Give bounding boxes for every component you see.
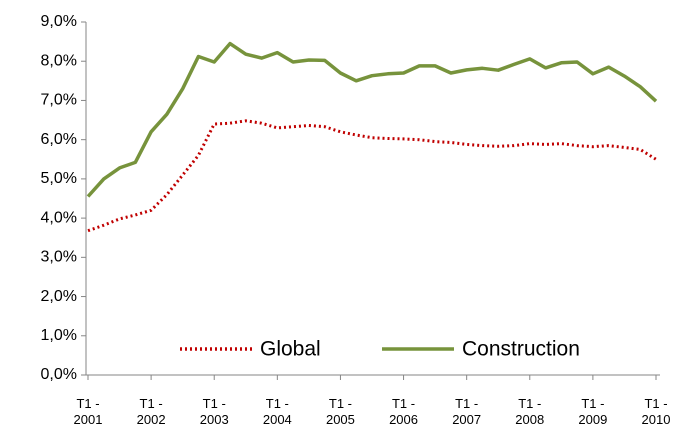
- legend-label: Global: [260, 338, 321, 361]
- line-series: [87, 119, 657, 233]
- x-tick-label: T1 - 2005: [325, 396, 355, 427]
- line-series: [86, 41, 658, 198]
- x-tick-label: T1 - 2009: [578, 396, 608, 427]
- x-tick-label: T1 - 2008: [515, 396, 545, 427]
- x-tick-label: T1 - 2010: [641, 396, 671, 427]
- y-tick-label: 3,0%: [41, 249, 77, 266]
- x-tick-label: T1 - 2007: [452, 396, 482, 427]
- y-tick-label: 9,0%: [41, 13, 77, 30]
- legend-label: Construction: [462, 338, 580, 361]
- y-tick-label: 5,0%: [41, 170, 77, 187]
- y-tick-label: 8,0%: [41, 52, 77, 69]
- x-tick-label: T1 - 2004: [262, 396, 292, 427]
- x-tick-label: T1 - 2003: [199, 396, 229, 427]
- x-tick-label: T1 - 2001: [73, 396, 103, 427]
- y-tick-label: 7,0%: [41, 92, 77, 109]
- y-tick-label: 4,0%: [41, 209, 77, 226]
- x-tick-label: T1 - 2006: [389, 396, 418, 427]
- y-tick-label: 2,0%: [41, 288, 77, 305]
- legend-item: Global: [180, 338, 321, 361]
- y-tick-label: 0,0%: [41, 366, 77, 383]
- legend-item: Construction: [382, 338, 580, 361]
- y-tick-label: 6,0%: [41, 131, 77, 148]
- y-tick-label: 1,0%: [41, 327, 77, 344]
- x-tick-label: T1 - 2002: [136, 396, 166, 427]
